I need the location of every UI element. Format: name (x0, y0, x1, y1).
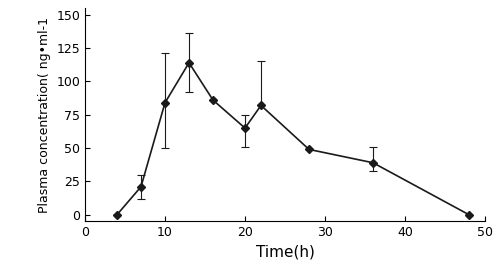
Y-axis label: Plasma concentration( ng•ml-1: Plasma concentration( ng•ml-1 (38, 17, 51, 213)
X-axis label: Time(h): Time(h) (256, 245, 314, 260)
